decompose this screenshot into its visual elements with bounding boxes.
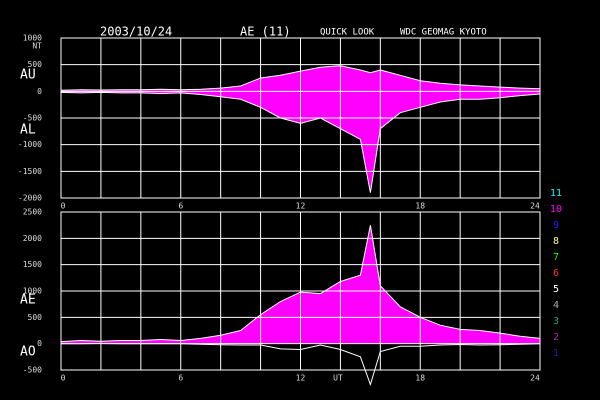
y-tick-label: 2500 xyxy=(23,208,42,217)
plot-frame xyxy=(60,37,541,199)
station-label: 11 xyxy=(550,188,562,199)
y-tick-label: -500 xyxy=(23,366,42,375)
station-label: 10 xyxy=(550,204,562,215)
plot-frame xyxy=(60,211,541,371)
y-tick-label: -1000 xyxy=(18,140,42,149)
station-label: 4 xyxy=(553,300,559,311)
y-tick-label: 0 xyxy=(37,339,42,348)
line xyxy=(60,91,541,193)
y-tick-label: 2000 xyxy=(23,234,42,243)
y-tick-label: 500 xyxy=(28,313,43,322)
x-tick-label: 12 xyxy=(296,202,306,211)
series-label: AO xyxy=(20,345,36,360)
x-tick-label: 0 xyxy=(61,374,66,383)
station-label: 1 xyxy=(553,348,559,359)
index-name: AE (11) xyxy=(240,25,291,39)
y-tick-label: 1000 xyxy=(23,287,42,296)
station-label: 2 xyxy=(553,332,559,343)
y-tick-label: 1000 xyxy=(23,34,42,43)
series-label: AE xyxy=(20,293,36,308)
date: 2003/10/24 xyxy=(100,25,172,39)
x-tick-label: 6 xyxy=(178,202,183,211)
station-label: 8 xyxy=(553,236,559,247)
y-axis-label: NT xyxy=(32,42,42,51)
x-tick-label: 6 xyxy=(178,374,183,383)
line xyxy=(60,65,541,91)
y-tick-label: 0 xyxy=(37,87,42,96)
y-tick-label: -1500 xyxy=(18,167,42,176)
x-tick-label: 0 xyxy=(61,202,66,211)
x-tick-label: 12 xyxy=(296,374,306,383)
x-tick-label: 24 xyxy=(530,202,540,211)
series-label: AU xyxy=(20,68,36,83)
series-label: AL xyxy=(20,123,36,138)
x-tick-label: 18 xyxy=(415,202,425,211)
station-label: 7 xyxy=(553,252,559,263)
y-tick-label: 1500 xyxy=(23,260,42,269)
source: WDC GEOMAG KYOTO xyxy=(400,28,487,38)
x-axis-label: UT xyxy=(333,374,343,383)
station-label: 6 xyxy=(553,268,559,279)
x-tick-label: 18 xyxy=(415,374,425,383)
y-tick-label: 500 xyxy=(28,60,43,69)
y-tick-label: -2000 xyxy=(18,194,42,203)
station-label: 5 xyxy=(553,284,559,295)
mode: QUICK LOOK xyxy=(320,28,375,38)
station-label: 9 xyxy=(553,220,559,231)
x-tick-label: 24 xyxy=(530,374,540,383)
line xyxy=(60,225,541,343)
y-tick-label: -500 xyxy=(23,114,42,123)
station-label: 3 xyxy=(553,316,559,327)
